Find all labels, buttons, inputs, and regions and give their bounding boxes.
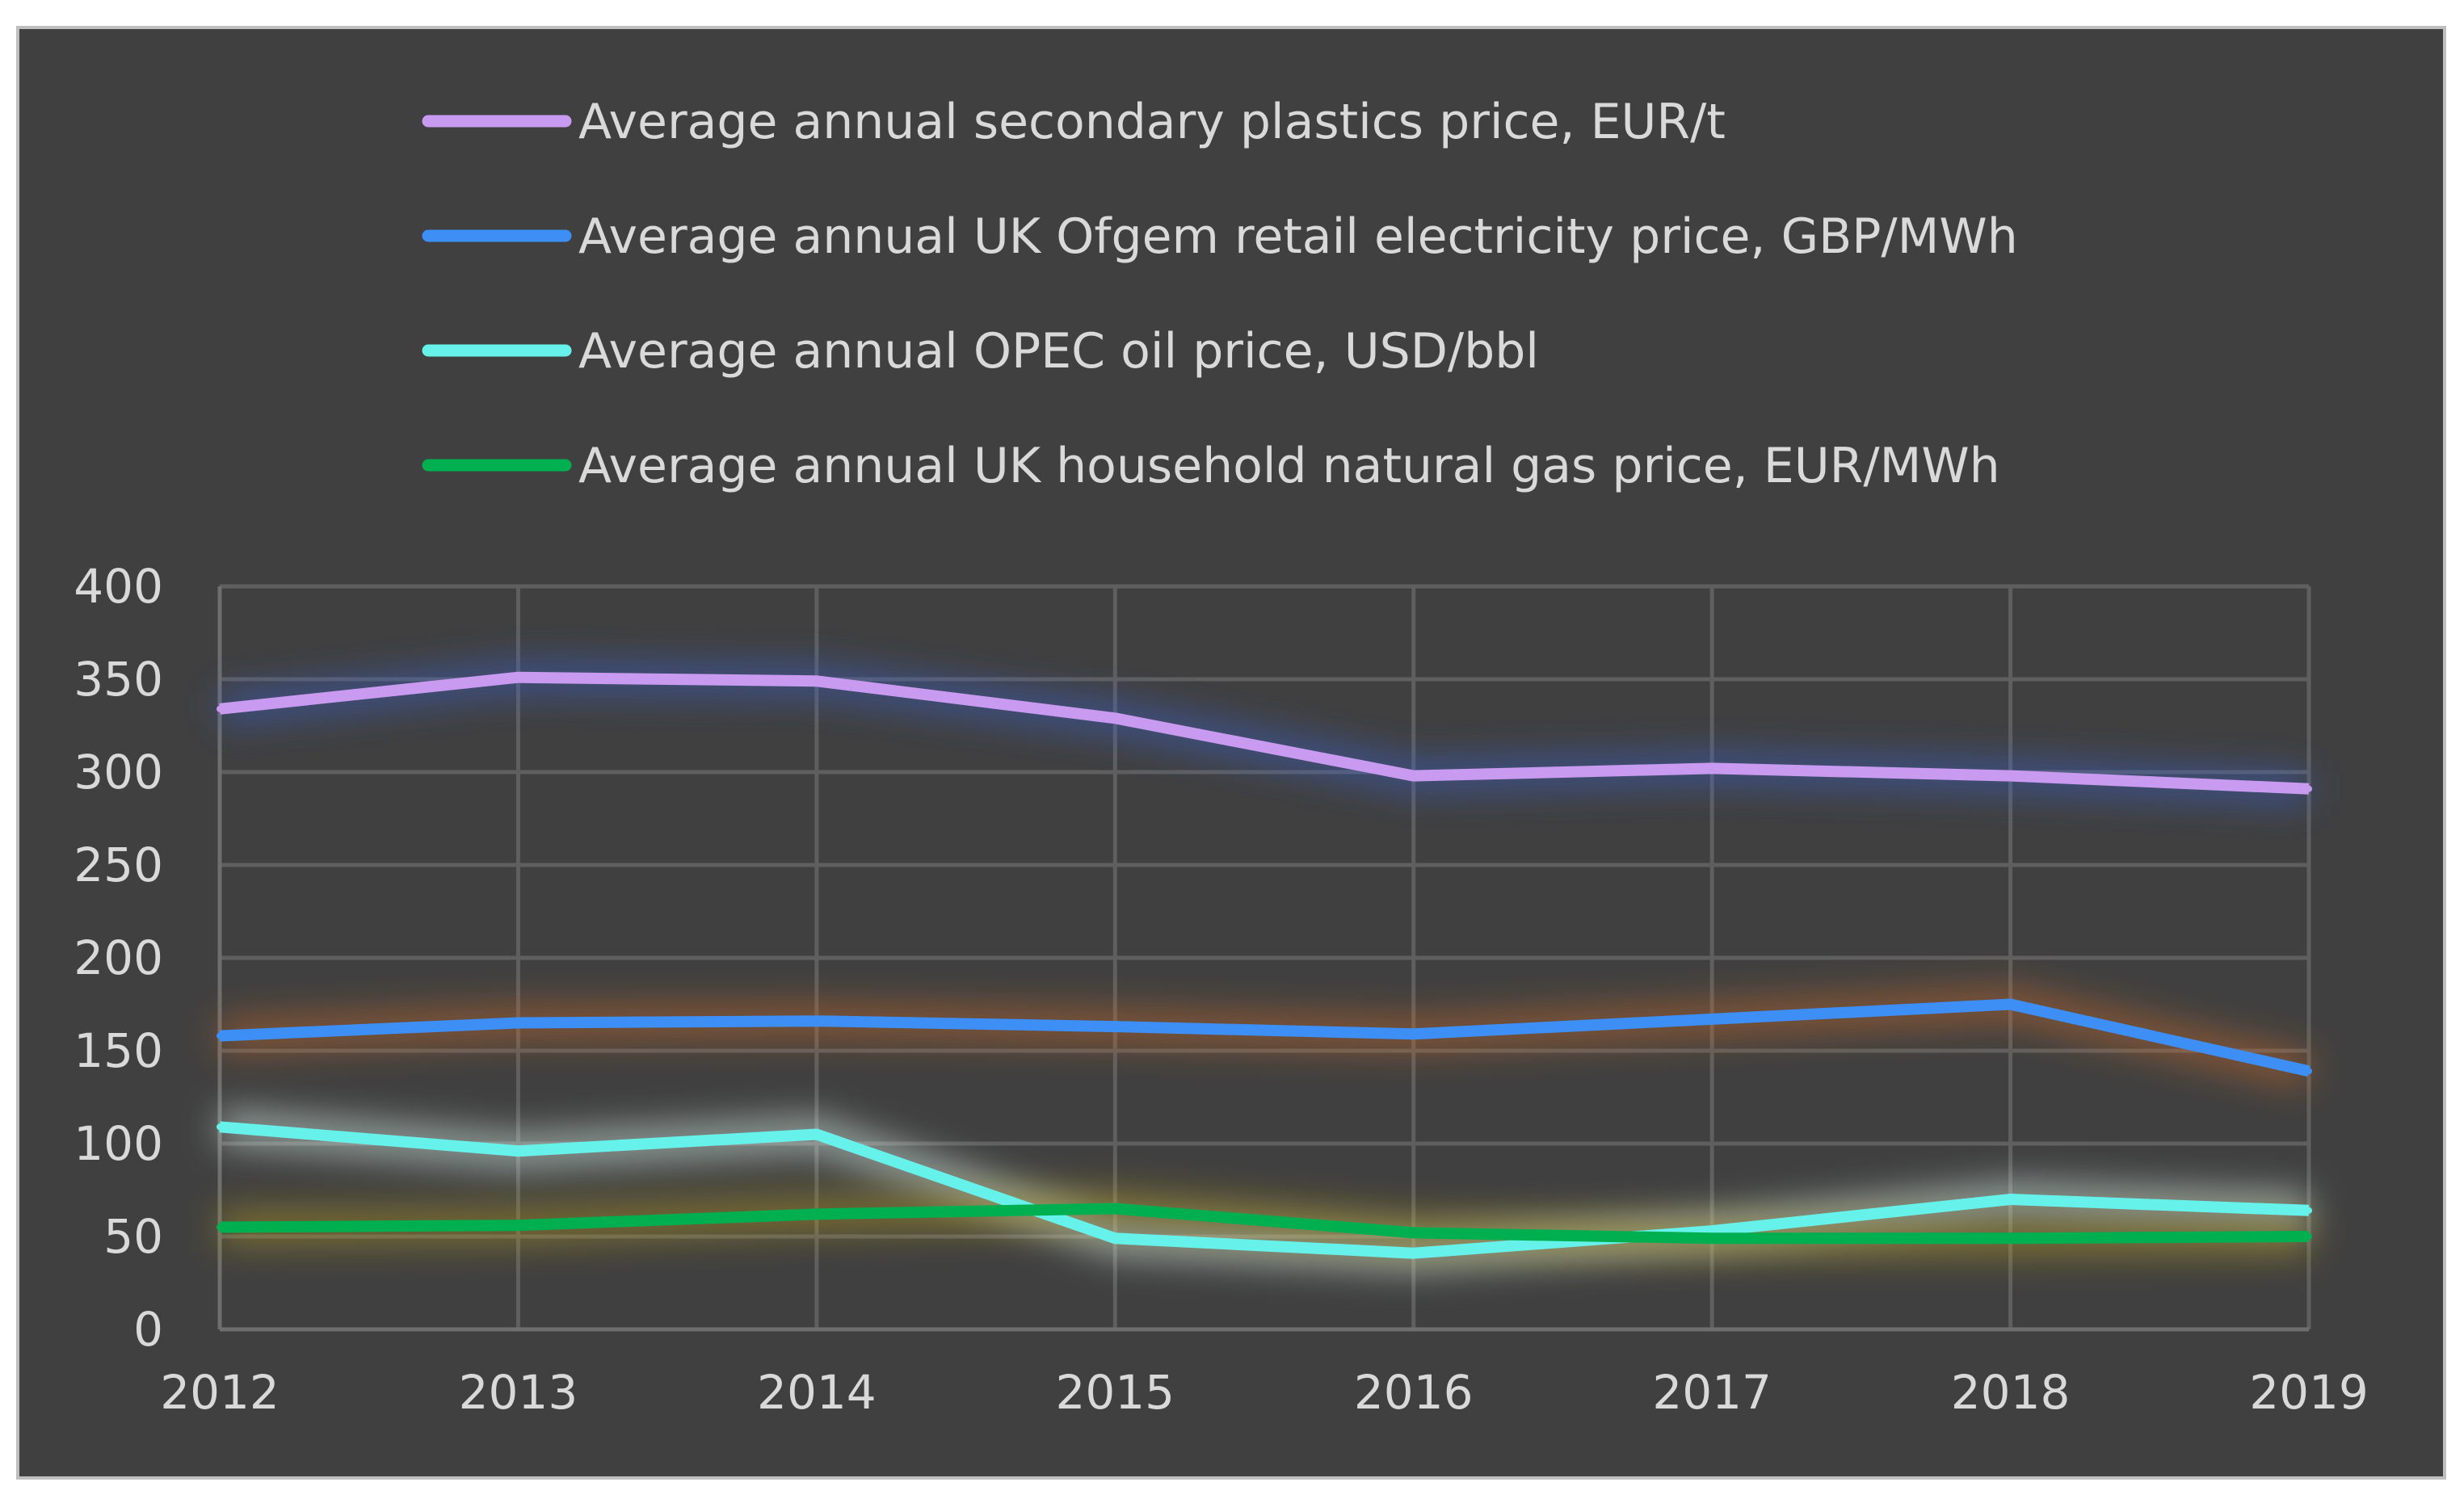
data-point [515, 1019, 522, 1026]
series-line-1 [219, 671, 2310, 795]
data-point [1112, 715, 1119, 722]
data-point [1112, 1235, 1119, 1242]
data-point [2306, 1068, 2312, 1075]
data-point [813, 678, 820, 685]
data-point [217, 1123, 223, 1131]
y-axis-ticks: 0 50 100 150 200 250 300 350 400 [74, 559, 163, 1357]
data-point [217, 1224, 223, 1231]
data-point [1709, 765, 1716, 772]
legend-entry: Average annual OPEC oil price, USD/bbl [422, 323, 1539, 380]
y-tick-label: 400 [74, 559, 163, 614]
data-point [2007, 1196, 2014, 1203]
y-tick-label: 100 [74, 1116, 163, 1171]
x-tick-label: 2017 [1652, 1365, 1772, 1420]
legend-label: Average annual UK Ofgem retail electrici… [578, 208, 2018, 265]
y-tick-label: 300 [74, 745, 163, 800]
data-point [2306, 1233, 2312, 1240]
y-tick-label: 0 [133, 1302, 163, 1357]
data-point [515, 1148, 522, 1155]
data-point [813, 1131, 820, 1138]
y-tick-label: 150 [74, 1023, 163, 1078]
data-point [1709, 1235, 1716, 1242]
legend-entry: Average annual secondary plastics price,… [422, 94, 1726, 150]
data-point [1709, 1015, 1716, 1022]
x-tick-label: 2013 [459, 1365, 578, 1420]
data-point [813, 1211, 820, 1218]
data-point [813, 1018, 820, 1025]
x-tick-label: 2015 [1055, 1365, 1175, 1420]
data-point [2306, 1207, 2312, 1214]
series-glows [217, 661, 2313, 1270]
data-point [2007, 1001, 2014, 1008]
y-tick-label: 350 [74, 652, 163, 707]
series-line-2 [219, 998, 2311, 1077]
data-point [217, 1032, 223, 1039]
data-point [1410, 1249, 1417, 1257]
legend-label: Average annual OPEC oil price, USD/bbl [578, 323, 1539, 380]
x-tick-label: 2019 [2249, 1365, 2369, 1420]
y-tick-label: 200 [74, 930, 163, 985]
data-point [515, 1222, 522, 1229]
x-tick-label: 2012 [160, 1365, 280, 1420]
data-point [1112, 1023, 1119, 1031]
data-point [2007, 1235, 2014, 1242]
legend: Average annual secondary plastics price,… [422, 94, 2018, 494]
data-point [2306, 785, 2312, 792]
series-line-4 [219, 1203, 2310, 1245]
data-point [1410, 772, 1417, 779]
x-axis-ticks: 2012 2013 2014 2015 2016 2017 2018 2019 [160, 1365, 2369, 1420]
data-point [2007, 772, 2014, 779]
legend-label: Average annual secondary plastics price,… [578, 94, 1726, 150]
data-point [217, 705, 223, 712]
x-tick-label: 2014 [757, 1365, 877, 1420]
series-lines [217, 671, 2312, 1259]
y-tick-label: 50 [103, 1209, 163, 1264]
legend-label: Average annual UK household natural gas … [578, 438, 2000, 494]
x-tick-label: 2018 [1951, 1365, 2071, 1420]
data-point [1410, 1229, 1417, 1236]
series-glow [219, 988, 2313, 1087]
series-line-3 [219, 1121, 2310, 1259]
x-tick-label: 2016 [1354, 1365, 1474, 1420]
data-point [1410, 1031, 1417, 1038]
legend-entry: Average annual UK household natural gas … [422, 438, 2000, 494]
gridlines [217, 584, 2311, 1329]
data-point [515, 674, 522, 681]
data-point [1112, 1205, 1119, 1212]
legend-entry: Average annual UK Ofgem retail electrici… [422, 208, 2018, 265]
data-point [1709, 1228, 1716, 1235]
y-tick-label: 250 [74, 838, 163, 892]
